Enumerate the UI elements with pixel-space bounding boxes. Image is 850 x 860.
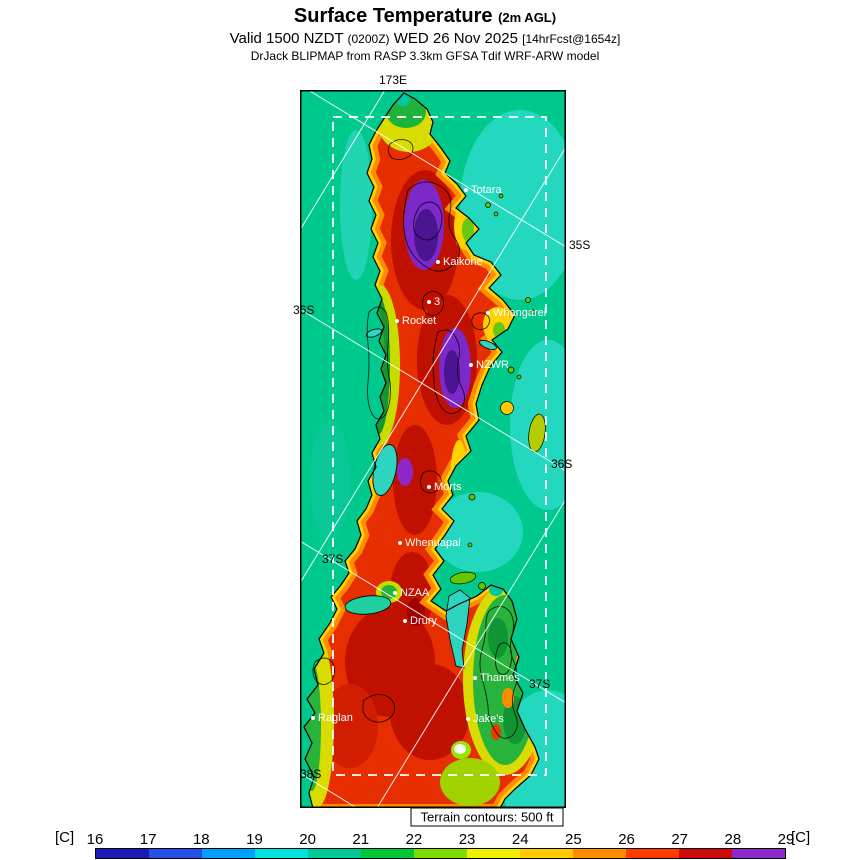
site-label: 3 — [434, 296, 441, 308]
site-marker-thames: Thames — [473, 672, 520, 684]
site-label: Jake's — [473, 713, 504, 725]
colorbar-segment-3 — [255, 849, 308, 858]
valid-forecast: [14hrFcst@1654z] — [522, 32, 621, 46]
colorbar-tick-20: 20 — [299, 831, 316, 848]
site-marker-totara: Totara — [464, 184, 502, 196]
site-dot-icon — [427, 485, 431, 489]
site-dot-icon — [393, 591, 397, 595]
site-marker-whangarei: Whangarei — [486, 307, 546, 319]
site-marker-rocket: Rocket — [395, 315, 436, 327]
colorbar-tick-21: 21 — [352, 831, 370, 848]
colorbar-segment-8 — [520, 849, 573, 858]
site-dot-icon — [469, 363, 473, 367]
grid-label-173e: 173E — [379, 73, 408, 87]
page-title: Surface Temperature (2m AGL) — [0, 4, 850, 29]
colorbar-segment-2 — [202, 849, 255, 858]
temperature-map-canvas — [300, 90, 566, 808]
site-marker-drury: Drury — [403, 615, 437, 627]
colorbar-tick-28: 28 — [724, 831, 742, 848]
site-label: Rocket — [402, 315, 437, 327]
site-dot-icon — [311, 716, 315, 720]
colorbar-tick-23: 23 — [458, 831, 476, 848]
colorbar-tick-16: 16 — [86, 831, 104, 848]
site-label: NZAA — [400, 587, 430, 599]
site-marker-whenuapai: Whenuapai — [398, 537, 461, 549]
site-marker-morts: Morts — [427, 481, 462, 493]
colorbar-tick-19: 19 — [246, 831, 263, 848]
grid-label-37s: 37S — [322, 552, 344, 566]
site-marker-3: 3 — [427, 296, 440, 308]
site-marker-nzwr: NZWR — [469, 359, 509, 371]
site-marker-kaikohe: Kaikohe — [436, 256, 483, 268]
colorbar-segment-0 — [96, 849, 149, 858]
site-dot-icon — [427, 300, 431, 304]
colorbar-segment-11 — [679, 849, 732, 858]
grid-label-37s: 37S — [529, 677, 551, 691]
site-label: Raglan — [318, 712, 353, 724]
colorbar-tick-22: 22 — [405, 831, 423, 848]
valid-line: Valid 1500 NZDT (0200Z) WED 26 Nov 2025 … — [0, 30, 850, 49]
site-dot-icon — [398, 541, 402, 545]
site-dot-icon — [486, 311, 490, 315]
colorbar-segment-6 — [414, 849, 467, 858]
colorbar-tick-24: 24 — [511, 831, 529, 848]
valid-prefix: Valid 1500 NZDT — [229, 30, 344, 47]
grid-label-36s: 36S — [551, 457, 573, 471]
colorbar-segment-5 — [361, 849, 414, 858]
terrain-contours-note: Terrain contours: 500 ft — [410, 807, 564, 827]
colorbar-segment-4 — [308, 849, 361, 858]
site-label: Thames — [480, 672, 520, 684]
colorbar-segment-9 — [573, 849, 626, 858]
colorbar-tick-27: 27 — [671, 831, 689, 848]
colorbar-segment-7 — [467, 849, 520, 858]
site-dot-icon — [403, 619, 407, 623]
model-line: DrJack BLIPMAP from RASP 3.3km GFSA Tdif… — [250, 48, 600, 63]
title-suffix: (2m AGL) — [498, 10, 557, 25]
grid-label-38s: 38S — [300, 767, 322, 781]
colorbar-tick-17: 17 — [139, 831, 157, 848]
site-dot-icon — [436, 260, 440, 264]
site-dot-icon — [395, 319, 399, 323]
site-dot-icon — [466, 717, 470, 721]
site-dot-icon — [464, 188, 468, 192]
site-dot-icon — [473, 676, 477, 680]
site-label: NZWR — [476, 359, 509, 371]
site-label: Whenuapai — [405, 537, 461, 549]
site-label: Morts — [434, 481, 462, 493]
valid-date: WED 26 Nov 2025 — [393, 30, 518, 47]
site-label: Whangarei — [493, 307, 547, 319]
site-marker-nzaa: NZAA — [393, 587, 429, 599]
colorbar-tick-18: 18 — [192, 831, 210, 848]
site-label: Totara — [471, 184, 502, 196]
valid-zulu: (0200Z) — [347, 32, 390, 46]
title-main: Surface Temperature — [293, 5, 493, 27]
colorbar-unit-left: [C] — [55, 829, 75, 846]
colorbar-gradient — [95, 848, 786, 859]
colorbar-tick-29: 29 — [777, 831, 795, 848]
colorbar-segment-12 — [732, 849, 785, 858]
grid-label-36s: 36S — [293, 303, 315, 317]
site-marker-raglan: Raglan — [311, 712, 353, 724]
colorbar-tick-26: 26 — [618, 831, 635, 848]
site-marker-jake-s: Jake's — [466, 713, 504, 725]
colorbar-segment-10 — [626, 849, 679, 858]
colorbar-segment-1 — [149, 849, 202, 858]
header: Surface Temperature (2m AGL) Valid 1500 … — [0, 4, 850, 64]
site-label: Kaikohe — [443, 256, 483, 268]
colorbar-tick-25: 25 — [565, 831, 582, 848]
grid-label-35s: 35S — [569, 238, 591, 252]
site-label: Drury — [410, 615, 437, 627]
colorbar-unit-right: [C] — [791, 829, 811, 846]
